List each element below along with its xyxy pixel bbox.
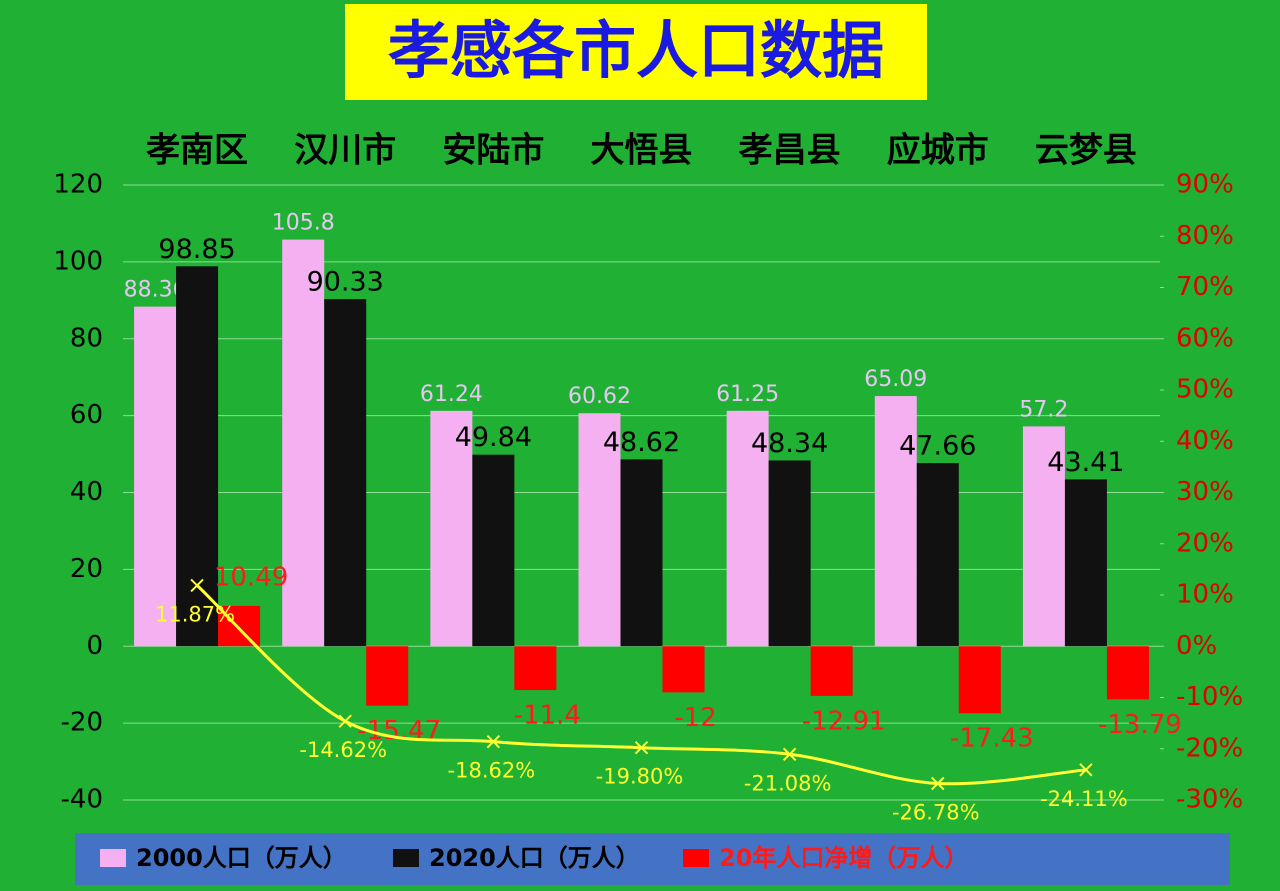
bar bbox=[282, 239, 325, 647]
data-label: -11.4 bbox=[514, 701, 581, 731]
legend-swatch bbox=[683, 849, 709, 867]
bar bbox=[874, 396, 917, 647]
bar bbox=[958, 646, 1001, 714]
y2-tick-label: 40% bbox=[1176, 426, 1234, 456]
line-marker bbox=[338, 714, 352, 728]
category-label: 云梦县 bbox=[1035, 131, 1137, 171]
line-marker bbox=[486, 734, 501, 749]
bar bbox=[662, 646, 705, 693]
line-label: -26.78% bbox=[892, 800, 980, 824]
data-label: 61.24 bbox=[420, 382, 483, 407]
line-marker bbox=[782, 747, 797, 761]
bar bbox=[578, 413, 621, 647]
data-label: 49.84 bbox=[455, 422, 532, 453]
y2-tick-label: 50% bbox=[1176, 375, 1234, 405]
bar bbox=[1022, 426, 1065, 647]
data-label: 98.85 bbox=[158, 234, 235, 265]
data-label: 48.62 bbox=[603, 427, 680, 458]
y-tick-label: 80 bbox=[70, 323, 103, 353]
legend-swatch bbox=[393, 849, 419, 867]
data-label: 60.62 bbox=[568, 384, 631, 409]
y-tick-label: 120 bbox=[53, 170, 103, 200]
y2-tick-label: -30% bbox=[1176, 785, 1243, 815]
category-label: 汉川市 bbox=[294, 131, 396, 171]
line-label: -21.08% bbox=[744, 771, 832, 795]
data-label: -13.79 bbox=[1098, 710, 1182, 740]
y2-tick-label: 20% bbox=[1176, 528, 1234, 558]
line-label: 11.87% bbox=[155, 602, 235, 626]
data-label: 65.09 bbox=[864, 367, 927, 392]
bar bbox=[620, 459, 663, 647]
data-label: -12.91 bbox=[802, 706, 886, 736]
y-tick-label: -40 bbox=[61, 785, 103, 815]
category-label: 大悟县 bbox=[591, 131, 693, 171]
data-label: 48.34 bbox=[751, 428, 828, 459]
legend-label: 20年人口净增（万人） bbox=[719, 844, 968, 872]
legend-label: 2000人口（万人） bbox=[136, 844, 347, 872]
line-marker bbox=[634, 741, 649, 755]
y-tick-label: 60 bbox=[70, 400, 103, 430]
bar bbox=[1064, 479, 1107, 647]
line-marker bbox=[1079, 763, 1093, 777]
y2-tick-label: 30% bbox=[1176, 477, 1234, 507]
legend-label: 2020人口（万人） bbox=[429, 844, 640, 872]
bar bbox=[726, 410, 769, 647]
line-label: -14.62% bbox=[299, 738, 387, 762]
y-tick-label: 40 bbox=[70, 477, 103, 507]
data-label: 88.36 bbox=[124, 278, 187, 303]
line-label: -24.11% bbox=[1040, 787, 1128, 811]
y2-tick-label: -10% bbox=[1176, 682, 1243, 712]
bar bbox=[134, 306, 177, 647]
y2-tick-label: 10% bbox=[1176, 580, 1234, 610]
bar bbox=[810, 646, 853, 696]
y-tick-label: 0 bbox=[86, 631, 103, 661]
bar bbox=[514, 646, 557, 691]
chart-title: 孝感各市人口数据 bbox=[388, 14, 884, 87]
line-label: -19.80% bbox=[596, 765, 684, 789]
legend-box bbox=[75, 833, 1230, 885]
y2-tick-label: 60% bbox=[1176, 323, 1234, 353]
bar bbox=[1106, 646, 1149, 700]
y2-tick-label: 90% bbox=[1176, 170, 1234, 200]
bar bbox=[324, 299, 367, 647]
data-label: 43.41 bbox=[1047, 447, 1124, 478]
data-label: -12 bbox=[674, 703, 716, 733]
y-tick-label: 20 bbox=[70, 554, 103, 584]
line-marker bbox=[931, 776, 945, 791]
bar bbox=[176, 266, 219, 647]
title-box bbox=[345, 4, 927, 100]
y2-tick-label: 0% bbox=[1176, 631, 1217, 661]
line-label: -18.62% bbox=[448, 759, 536, 783]
bar bbox=[366, 646, 409, 706]
y2-tick-label: -20% bbox=[1176, 733, 1243, 763]
legend-swatch bbox=[100, 849, 126, 867]
data-label: 90.33 bbox=[307, 267, 384, 298]
bar bbox=[768, 460, 811, 647]
category-label: 安陆市 bbox=[442, 131, 544, 171]
data-label: -17.43 bbox=[950, 724, 1034, 754]
category-label: 孝南区 bbox=[146, 131, 248, 171]
y-tick-label: 100 bbox=[53, 246, 103, 276]
bar bbox=[430, 410, 473, 647]
data-label: 105.8 bbox=[272, 211, 335, 236]
category-label: 应城市 bbox=[887, 131, 989, 171]
data-label: 10.49 bbox=[214, 562, 288, 592]
data-label: 57.2 bbox=[1019, 397, 1068, 422]
y-tick-label: -20 bbox=[61, 708, 103, 738]
line-marker bbox=[190, 578, 204, 593]
bar bbox=[472, 454, 515, 647]
data-label: 61.25 bbox=[716, 382, 779, 407]
bar bbox=[916, 463, 959, 647]
data-label: 47.66 bbox=[899, 431, 976, 462]
y2-tick-label: 80% bbox=[1176, 221, 1234, 251]
y2-tick-label: 70% bbox=[1176, 272, 1234, 302]
category-label: 孝昌县 bbox=[739, 131, 841, 171]
